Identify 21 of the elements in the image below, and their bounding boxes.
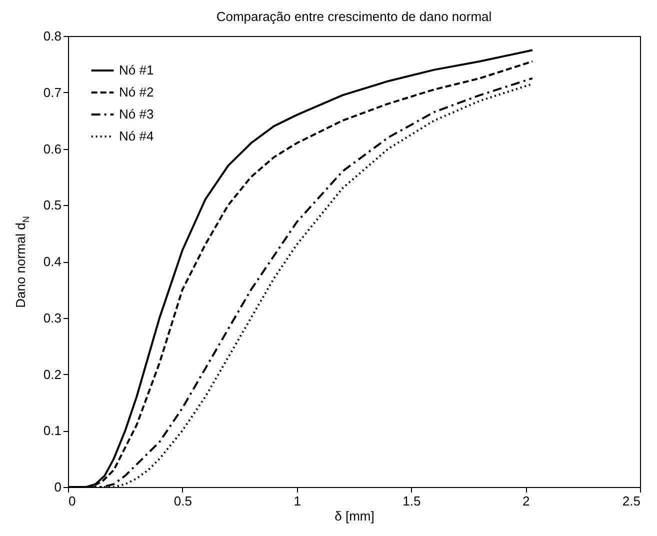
legend-label: Nó #3 [119, 106, 154, 122]
x-tick-label: 2 [522, 494, 530, 508]
y-tick-label: 0.7 [43, 84, 62, 100]
y-tick-label: 0.6 [43, 141, 62, 156]
x-tick-label: 0 [68, 494, 76, 508]
y-tick-label: 0.5 [43, 198, 62, 213]
x-tick-label: 1 [294, 494, 301, 508]
y-tick-label: 0.8 [43, 28, 62, 44]
x-axis-title: δ [mm] [334, 508, 374, 524]
y-tick-label: 0.4 [43, 254, 62, 269]
x-tick-label: 1.5 [402, 494, 421, 508]
x-tick-label: 0.5 [174, 494, 192, 508]
x-tick-label: 2.5 [622, 494, 640, 508]
chart-title: Comparação entre crescimento de dano normal [216, 9, 492, 24]
y-tick-label: 0.1 [43, 423, 62, 438]
legend-label: Nó #4 [119, 128, 154, 144]
y-tick-label: 0 [54, 480, 62, 494]
legend-label: Nó #1 [119, 62, 154, 78]
y-tick-label: 0.2 [43, 366, 62, 382]
y-tick-label: 0.3 [43, 310, 62, 326]
legend-label: Nó #2 [119, 84, 154, 100]
